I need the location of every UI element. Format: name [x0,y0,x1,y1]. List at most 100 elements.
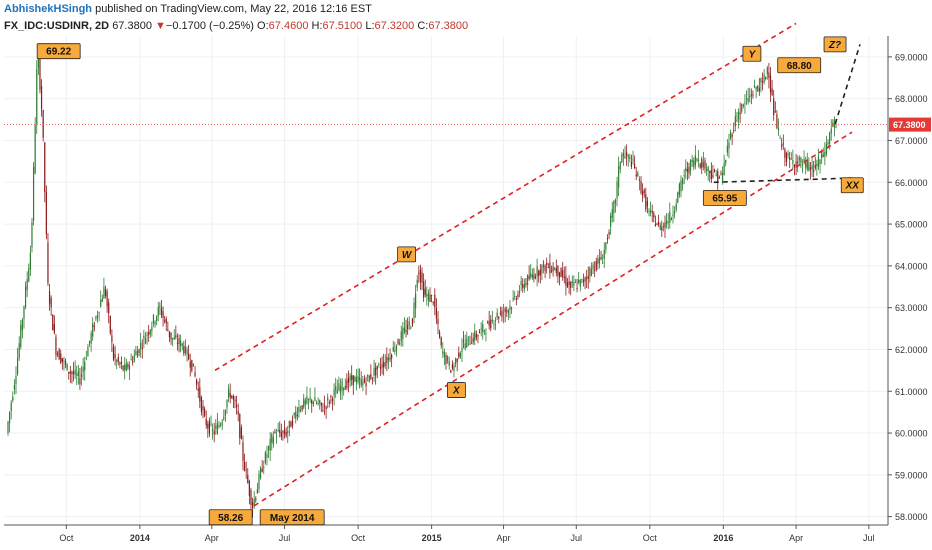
candle-body [797,160,799,164]
candle-body [122,365,124,371]
candle-body [635,174,637,177]
candle-body [686,169,688,172]
candle-body [434,294,436,308]
candle-body [750,94,752,96]
candle-body [87,347,89,357]
candle-body [697,159,700,161]
annotation-box [840,177,864,194]
candle-body [172,337,174,339]
last-price: 67.3800 [112,20,152,32]
candle-body [517,294,519,297]
candle-body [531,274,533,278]
candle-body [638,178,641,181]
candle-body [408,321,410,326]
candle-body [103,286,105,299]
candle-body [814,165,816,169]
candle-body [803,158,805,163]
candle-body [164,320,166,322]
candle-body [317,402,319,404]
y-tick-label: 58.0000 [895,512,928,522]
candle-body [96,314,99,318]
candle-body [53,324,55,333]
candle-body [760,77,762,83]
candle-body [491,320,493,322]
published-text: published on TradingView.com, May 22, 20… [92,3,372,15]
candle-body [431,295,433,297]
candle-body [480,328,482,330]
candle-body [705,168,708,172]
candle-body [785,153,788,162]
candle-body [415,293,417,309]
candle-body [485,332,487,334]
x-tick-label: Apr [789,533,803,543]
candle-body [547,267,549,269]
candle-body [490,319,492,329]
candle-body [299,409,302,411]
candle-body [47,242,49,284]
candle-body [467,336,469,338]
candle-body [747,98,749,103]
candle-body [146,334,148,336]
candle-body [307,399,310,401]
candle-body [808,162,810,171]
candle-body [184,345,187,354]
candle-body [275,435,278,437]
candle-body [114,353,116,359]
candle-body [331,398,334,402]
candle-body [789,157,791,160]
candle-body [721,172,724,183]
candle-body [662,225,665,227]
candle-body [658,221,660,225]
candle-body [320,402,322,406]
candle-body [806,160,808,170]
candle-body [713,169,716,171]
candle-body [351,375,353,380]
candle-body [696,158,698,161]
candle-body [140,342,142,349]
candle-body [526,275,529,286]
candle-body [21,319,23,331]
candle-body [419,269,422,282]
candle-body [240,427,242,439]
candle-body [782,143,784,145]
candle-body [373,368,375,376]
candle-body [632,159,634,161]
candle-body [761,81,764,83]
candle-body [360,379,362,386]
candle-body [618,166,620,188]
low-label: L: [365,20,375,32]
candle-body [825,143,828,154]
candle-body [220,424,222,426]
candle-body [183,346,185,354]
candle-body [781,144,783,147]
candle-body [180,340,182,347]
y-tick-label: 67.0000 [895,136,928,146]
candle-body [774,111,776,113]
candle-body [728,142,730,149]
candle-body [42,109,44,138]
candle-body [771,88,773,96]
candle-body [124,365,126,370]
candle-body [207,423,209,429]
candle-body [344,385,346,390]
annotation-label: 65.95 [712,193,737,204]
candle-body [267,446,270,451]
candle-body [141,348,143,350]
candle-body [301,405,303,410]
annotation-box [446,382,466,398]
y-tick-label: 61.0000 [895,387,928,397]
candle-body [256,489,258,494]
candle-body [675,203,677,210]
candle-body [664,222,666,228]
symbol-label[interactable]: FX_IDC:USDINR, 2D [4,20,110,32]
candle-body [157,306,159,316]
candle-body [205,418,207,426]
annotation-box [742,45,762,62]
candle-body [627,155,629,158]
candle-body [79,378,81,385]
candle-body [475,334,477,338]
author-link[interactable]: AbhishekHSingh [4,3,93,15]
candle-body [435,307,438,319]
candle-body [805,162,807,168]
